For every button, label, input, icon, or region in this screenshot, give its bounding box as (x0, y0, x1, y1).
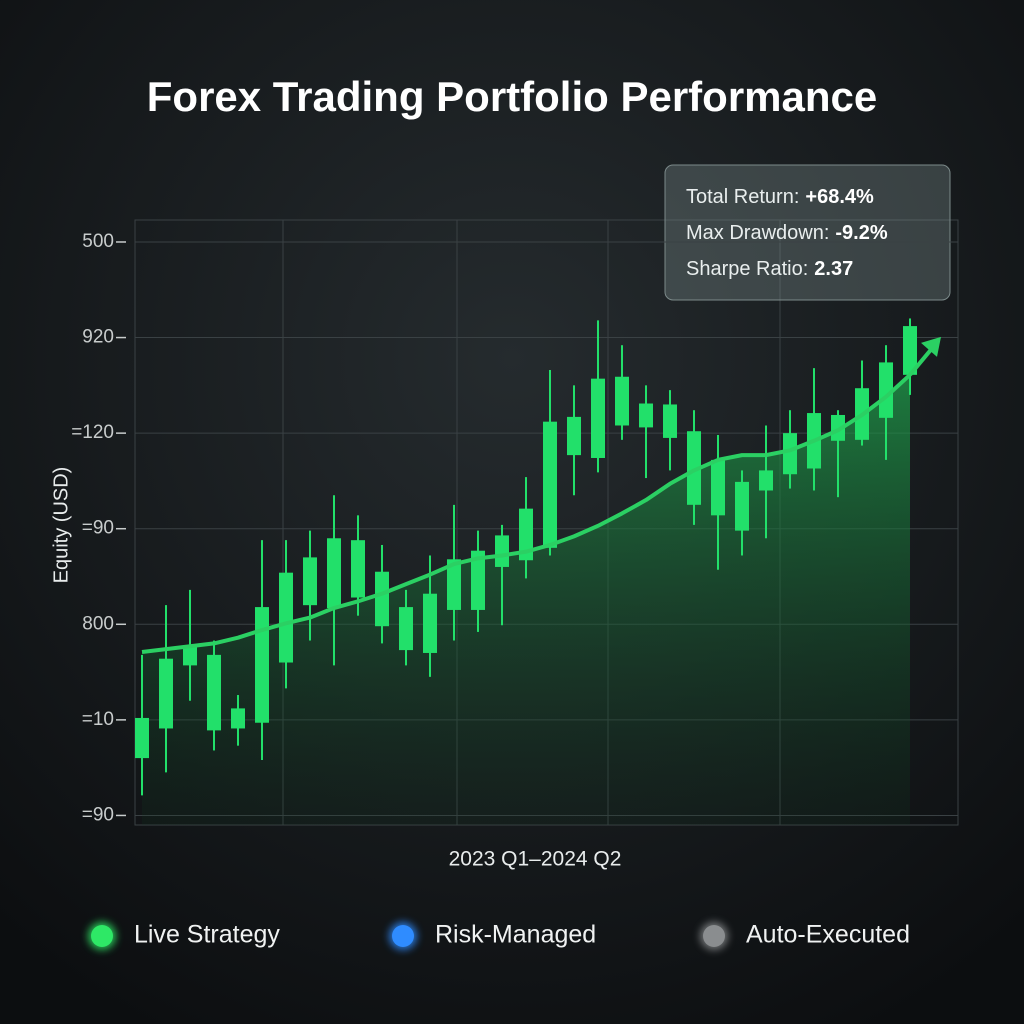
candle-body (495, 535, 509, 567)
y-tick-label: =90 (82, 804, 114, 825)
candle-body (255, 607, 269, 723)
candle-body (423, 593, 437, 653)
candle-body (471, 550, 485, 610)
y-tick-label: 500 (82, 231, 114, 252)
stat-label: Sharpe Ratio: (686, 258, 808, 280)
candle-body (375, 571, 389, 627)
candle-body (903, 326, 917, 375)
candle-body (135, 717, 149, 759)
candle-body (303, 557, 317, 606)
candle-body (567, 416, 581, 456)
candle-body (879, 362, 893, 418)
candle-body (399, 607, 413, 651)
candle-body (447, 559, 461, 610)
y-tick-label: 920 (82, 327, 114, 348)
trend-arrowhead (921, 336, 941, 357)
legend-label: Live Strategy (134, 921, 280, 949)
candle-body (735, 481, 749, 531)
candle-body (231, 708, 245, 729)
trend-line (141, 373, 912, 654)
candle-body (663, 404, 677, 438)
candle-body (351, 540, 365, 598)
candle-body (639, 403, 653, 428)
candle-body (783, 433, 797, 475)
stat-line: Max Drawdown: -9.2% (686, 222, 888, 244)
stat-line: Total Return: +68.4% (686, 186, 874, 208)
legend-label: Auto-Executed (746, 921, 910, 949)
candle-body (543, 421, 557, 548)
candle-body (207, 654, 221, 731)
candle-body (831, 414, 845, 441)
stats-box: Total Return: +68.4% Max Drawdown: -9.2% Sha… (664, 164, 951, 301)
candle-body (327, 538, 341, 609)
stat-label: Total Return: (686, 186, 799, 208)
y-tick-label: 800 (82, 613, 114, 634)
y-tick-label: =120 (71, 422, 114, 443)
candle-body (519, 508, 533, 561)
y-tick-label: =10 (82, 709, 114, 730)
candle-body (183, 645, 197, 666)
legend-dot (91, 925, 113, 947)
legend-dot (392, 925, 414, 947)
stat-value: 2.37 (814, 258, 853, 280)
candle-body (159, 658, 173, 729)
candle-body (279, 572, 293, 663)
candle-body (687, 431, 701, 505)
stat-line: Sharpe Ratio: 2.37 (686, 258, 853, 280)
candle-body (591, 378, 605, 458)
y-axis-label: Equity (USD) (50, 467, 72, 584)
chart-title: Forex Trading Portfolio Performance (147, 73, 877, 120)
y-tick-label: =90 (82, 518, 114, 539)
x-axis-label: 2023 Q1–2024 Q2 (449, 848, 622, 871)
stat-label: Max Drawdown: (686, 222, 829, 244)
candle-body (759, 470, 773, 491)
stats-panel (664, 164, 951, 301)
candle-body (711, 459, 725, 516)
stat-value: -9.2% (835, 222, 887, 244)
legend-label: Risk-Managed (435, 921, 596, 949)
stat-value: +68.4% (805, 186, 874, 208)
legend-dot (703, 925, 725, 947)
candle-body (615, 376, 629, 426)
